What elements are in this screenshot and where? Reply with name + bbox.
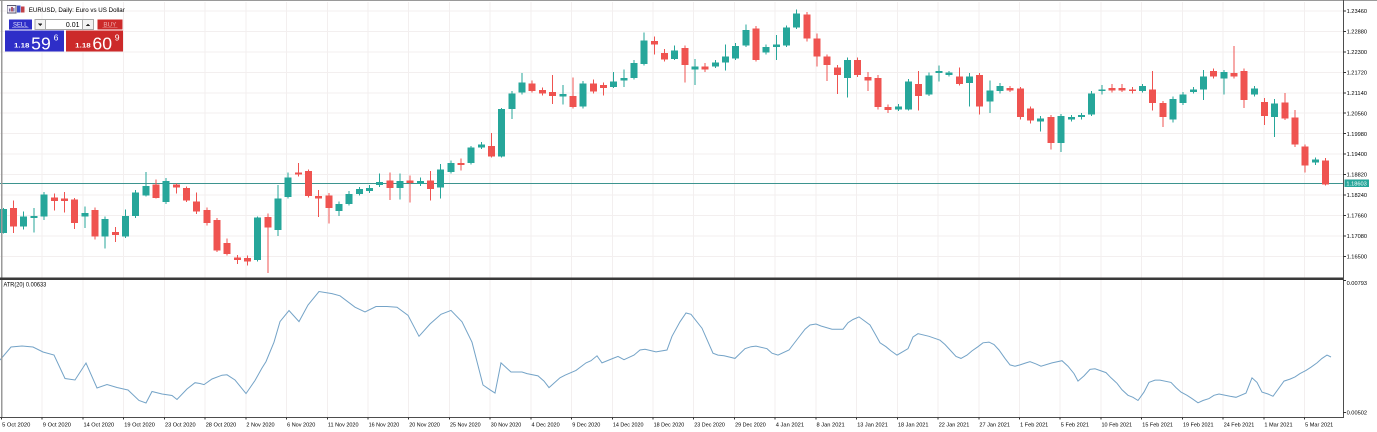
svg-text:29 Dec 2020: 29 Dec 2020 (735, 422, 766, 428)
svg-text:18 Dec 2020: 18 Dec 2020 (654, 422, 685, 428)
svg-text:EURUSD, Daily: Euro vs US Doll: EURUSD, Daily: Euro vs US Dollar (29, 7, 126, 14)
svg-text:1.17080: 1.17080 (1347, 234, 1368, 240)
svg-text:6: 6 (54, 32, 59, 42)
svg-text:1.18: 1.18 (75, 42, 91, 49)
svg-text:1.18240: 1.18240 (1347, 193, 1368, 199)
svg-text:1.16500: 1.16500 (1347, 255, 1368, 261)
svg-text:5 Mar 2021: 5 Mar 2021 (1305, 422, 1333, 428)
svg-text:19 Oct 2020: 19 Oct 2020 (124, 422, 155, 428)
svg-text:4 Dec 2020: 4 Dec 2020 (532, 422, 561, 428)
svg-text:0.01: 0.01 (66, 22, 80, 29)
svg-text:19 Feb 2021: 19 Feb 2021 (1183, 422, 1214, 428)
svg-text:1 Mar 2021: 1 Mar 2021 (1264, 422, 1292, 428)
svg-text:30 Nov 2020: 30 Nov 2020 (491, 422, 522, 428)
svg-text:1.21140: 1.21140 (1347, 91, 1368, 97)
svg-text:1.18: 1.18 (14, 42, 30, 49)
svg-text:SELL: SELL (13, 22, 28, 29)
svg-text:18 Jan 2021: 18 Jan 2021 (898, 422, 929, 428)
svg-text:4 Jan 2021: 4 Jan 2021 (776, 422, 804, 428)
svg-text:23 Oct 2020: 23 Oct 2020 (165, 422, 196, 428)
svg-text:9 Oct 2020: 9 Oct 2020 (43, 422, 72, 428)
svg-text:2 Nov 2020: 2 Nov 2020 (246, 422, 275, 428)
svg-text:22 Jan 2021: 22 Jan 2021 (939, 422, 970, 428)
svg-text:ATR(20) 0.00633: ATR(20) 0.00633 (4, 281, 47, 288)
svg-text:14 Dec 2020: 14 Dec 2020 (613, 422, 644, 428)
svg-text:1.19980: 1.19980 (1347, 132, 1368, 138)
svg-text:15 Feb 2021: 15 Feb 2021 (1142, 422, 1173, 428)
svg-text:1 Feb 2021: 1 Feb 2021 (1020, 422, 1048, 428)
svg-text:5 Oct 2020: 5 Oct 2020 (2, 422, 31, 428)
svg-text:24 Feb 2021: 24 Feb 2021 (1224, 422, 1255, 428)
svg-text:6 Nov 2020: 6 Nov 2020 (287, 422, 316, 428)
svg-text:10 Feb 2021: 10 Feb 2021 (1102, 422, 1133, 428)
svg-text:0.00793: 0.00793 (1347, 281, 1368, 287)
svg-text:0.00502: 0.00502 (1347, 411, 1367, 417)
svg-text:23 Dec 2020: 23 Dec 2020 (694, 422, 725, 428)
svg-text:1.23460: 1.23460 (1347, 9, 1368, 15)
svg-text:1.18820: 1.18820 (1347, 173, 1368, 179)
svg-text:60: 60 (92, 33, 112, 53)
svg-text:1.17660: 1.17660 (1347, 214, 1368, 220)
svg-text:11 Nov 2020: 11 Nov 2020 (328, 422, 359, 428)
svg-text:8 Jan 2021: 8 Jan 2021 (817, 422, 845, 428)
svg-text:9: 9 (115, 32, 120, 42)
svg-text:13 Jan 2021: 13 Jan 2021 (857, 422, 888, 428)
svg-text:59: 59 (31, 33, 51, 53)
svg-text:1.19400: 1.19400 (1347, 152, 1368, 158)
svg-text:27 Jan 2021: 27 Jan 2021 (979, 422, 1010, 428)
svg-text:1.22880: 1.22880 (1347, 30, 1368, 36)
svg-text:25 Nov 2020: 25 Nov 2020 (450, 422, 481, 428)
svg-text:1.22300: 1.22300 (1347, 50, 1368, 56)
svg-text:28 Oct 2020: 28 Oct 2020 (206, 422, 237, 428)
svg-text:1.20560: 1.20560 (1347, 111, 1368, 117)
svg-text:5 Feb 2021: 5 Feb 2021 (1061, 422, 1089, 428)
svg-text:20 Nov 2020: 20 Nov 2020 (409, 422, 440, 428)
svg-text:1.18603: 1.18603 (1346, 182, 1367, 188)
svg-text:14 Oct 2020: 14 Oct 2020 (84, 422, 115, 428)
svg-text:BUY: BUY (103, 22, 117, 29)
svg-text:9 Dec 2020: 9 Dec 2020 (572, 422, 601, 428)
svg-text:16 Nov 2020: 16 Nov 2020 (369, 422, 400, 428)
svg-text:1.21720: 1.21720 (1347, 70, 1368, 76)
